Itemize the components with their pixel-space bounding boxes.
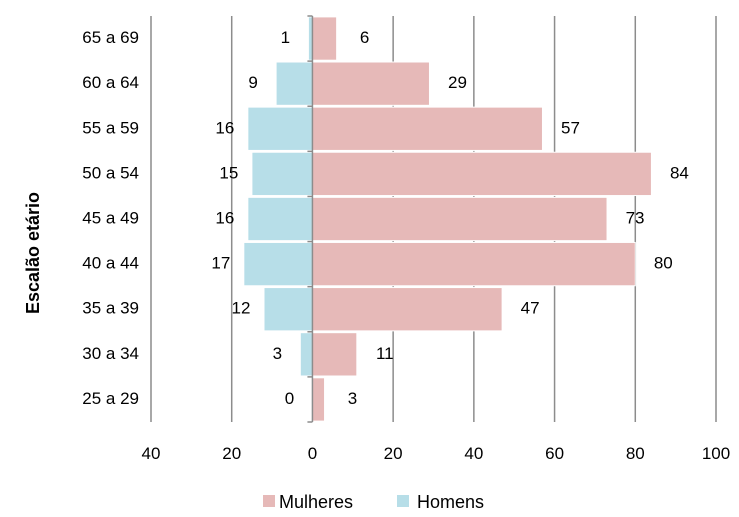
bar-mulheres xyxy=(311,332,358,377)
x-tick-label: 60 xyxy=(545,444,564,463)
y-axis-title: Escalão etário xyxy=(23,192,43,314)
bar-mulheres xyxy=(311,196,608,242)
bar-homens xyxy=(247,106,313,151)
category-labels: 25 a 29 30 a 34 35 a 39 40 a 44 45 a 49 50 a … xyxy=(82,28,139,408)
x-tick-label: 20 xyxy=(222,444,241,463)
category-label: 65 a 69 xyxy=(82,28,139,47)
x-tick-label: 20 xyxy=(384,444,403,463)
data-label-mulheres: 3 xyxy=(348,389,357,408)
data-label-homens: 12 xyxy=(232,299,251,318)
category-label: 35 a 39 xyxy=(82,299,139,318)
bar-homens xyxy=(263,287,313,332)
bar-mulheres xyxy=(311,16,338,61)
legend: Mulheres Homens xyxy=(263,492,484,512)
x-tick-label: 40 xyxy=(464,444,483,463)
data-label-mulheres: 73 xyxy=(626,208,645,227)
data-label-mulheres: 84 xyxy=(670,163,689,182)
bar-mulheres xyxy=(311,377,326,422)
data-label-homens: 15 xyxy=(219,163,238,182)
legend-swatch-mulheres xyxy=(263,495,275,507)
bars xyxy=(243,16,652,422)
legend-swatch-homens xyxy=(397,495,409,507)
data-label-homens: 17 xyxy=(211,254,230,273)
zero-axis xyxy=(307,15,314,423)
data-label-mulheres: 57 xyxy=(561,118,580,137)
bar-homens xyxy=(243,241,313,287)
data-label-homens: 1 xyxy=(281,28,290,47)
bar-mulheres xyxy=(311,287,503,332)
bar-homens xyxy=(247,196,313,242)
x-tick-labels: 40 20 0 20 40 60 80 100 xyxy=(142,444,731,463)
data-label-homens: 3 xyxy=(273,344,282,363)
data-label-mulheres: 47 xyxy=(521,299,540,318)
data-label-homens: 16 xyxy=(215,208,234,227)
category-label: 50 a 54 xyxy=(82,163,139,182)
data-label-homens: 16 xyxy=(215,118,234,137)
bar-mulheres xyxy=(311,151,652,197)
legend-label-homens: Homens xyxy=(417,492,484,512)
category-label: 45 a 49 xyxy=(82,208,139,227)
category-label: 60 a 64 xyxy=(82,73,139,92)
category-label: 30 a 34 xyxy=(82,344,139,363)
bar-homens xyxy=(275,61,313,106)
bar-mulheres xyxy=(311,61,430,106)
category-label: 55 a 59 xyxy=(82,118,139,137)
data-label-mulheres: 6 xyxy=(360,28,369,47)
data-label-mulheres: 11 xyxy=(376,344,394,363)
bar-homens xyxy=(251,151,313,197)
data-label-mulheres: 80 xyxy=(654,254,673,273)
data-label-mulheres: 29 xyxy=(448,73,467,92)
data-label-homens: 0 xyxy=(285,389,294,408)
category-label: 40 a 44 xyxy=(82,254,139,273)
data-labels: 3 0 11 3 47 12 80 17 73 16 84 15 57 16 29 9 6 1 xyxy=(211,28,689,408)
bar-mulheres xyxy=(311,241,636,287)
x-tick-label: 40 xyxy=(142,444,161,463)
x-tick-label: 0 xyxy=(308,444,317,463)
x-tick-label: 80 xyxy=(626,444,645,463)
data-label-homens: 9 xyxy=(248,73,257,92)
category-label: 25 a 29 xyxy=(82,389,139,408)
legend-label-mulheres: Mulheres xyxy=(279,492,353,512)
bar-mulheres xyxy=(311,106,543,151)
bar-homens xyxy=(299,332,313,377)
x-tick-label: 100 xyxy=(702,444,730,463)
